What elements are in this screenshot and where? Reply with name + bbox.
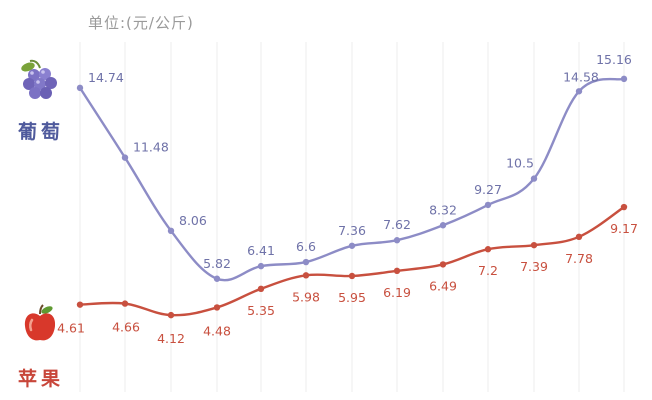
grape-icon: [21, 59, 57, 99]
apple-data-label: 9.17: [610, 221, 638, 236]
apple-data-label: 4.48: [203, 323, 231, 338]
unit-label: 单位:(元/公斤): [88, 14, 194, 32]
grape-point: [76, 84, 84, 92]
apple-data-label: 6.49: [429, 278, 457, 293]
grape-data-label: 10.5: [506, 156, 534, 171]
grape-data-label: 7.36: [338, 223, 366, 238]
apple-series-label: 苹果: [18, 368, 65, 390]
apple-data-label: 4.66: [112, 320, 140, 335]
grape-data-label: 5.82: [203, 256, 231, 271]
grape-point: [530, 175, 538, 182]
grape-point: [393, 237, 401, 244]
grape-data-label: 14.74: [88, 70, 124, 85]
chart-data-labels: 14.74 11.48 8.06 5.82 6.41 6.6 7.36 7.62 8.32 9.2…: [57, 52, 638, 346]
apple-point: [530, 241, 538, 249]
grape-point: [213, 275, 221, 282]
grape-point: [302, 258, 310, 266]
grape-data-label: 14.58: [563, 69, 599, 84]
grape-data-label: 6.41: [247, 243, 275, 258]
grape-data-label: 9.27: [474, 182, 502, 197]
grape-point: [620, 75, 628, 83]
grape-data-label: 15.16: [596, 52, 632, 67]
apple-data-label: 4.61: [57, 321, 85, 336]
apple-point: [620, 203, 628, 211]
apple-point: [439, 261, 447, 268]
grape-point: [575, 88, 583, 95]
apple-data-label: 5.98: [292, 289, 320, 304]
apple-point: [121, 300, 129, 307]
apple-data-label: 7.78: [565, 251, 593, 266]
apple-icon: [24, 304, 56, 341]
chart-points: [76, 75, 628, 319]
grape-point: [439, 222, 447, 229]
apple-data-label: 7.2: [478, 263, 498, 278]
apple-data-label: 4.12: [157, 331, 185, 346]
chart-grid: [79, 42, 625, 392]
grape-data-label: 7.62: [383, 217, 411, 232]
apple-point: [393, 267, 401, 275]
apple-data-label: 7.39: [520, 259, 548, 274]
apple-point: [76, 301, 84, 308]
grape-series-label: 葡萄: [18, 121, 65, 143]
grape-point: [484, 201, 492, 209]
grape-point: [121, 154, 129, 161]
grape-data-label: 6.6: [296, 239, 316, 254]
apple-point: [167, 311, 175, 319]
grape-data-label: 8.06: [179, 213, 207, 228]
grape-point: [167, 227, 175, 235]
grape-data-label: 11.48: [133, 140, 169, 155]
apple-point: [348, 272, 356, 280]
apple-data-label: 6.19: [383, 285, 411, 300]
apple-point: [257, 285, 265, 293]
apple-point: [575, 233, 583, 241]
grape-point: [257, 262, 265, 270]
apple-point: [302, 272, 310, 279]
grape-point: [348, 242, 356, 249]
apple-data-label: 5.95: [338, 290, 366, 305]
apple-point: [484, 246, 492, 253]
apple-point: [213, 304, 221, 311]
apple-data-label: 5.35: [247, 303, 275, 318]
grape-data-label: 8.32: [429, 202, 457, 217]
